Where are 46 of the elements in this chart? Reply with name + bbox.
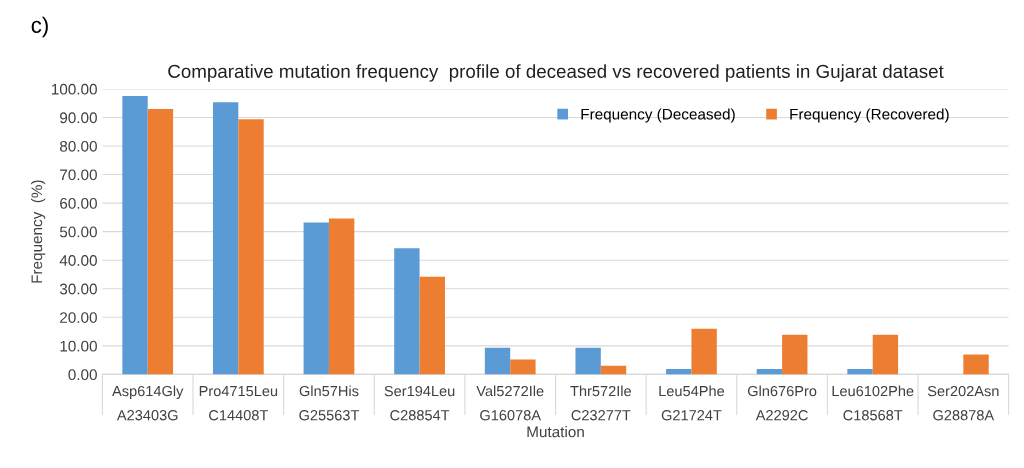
bar <box>122 96 148 375</box>
x-tick-label: Ser194Leu C28854T <box>384 385 455 421</box>
y-tick-label: 90.00 <box>60 112 97 124</box>
y-tick-label: 80.00 <box>59 140 97 152</box>
legend-label: Frequency (Deceased) <box>581 108 735 123</box>
bar <box>847 368 873 375</box>
bar <box>484 347 511 375</box>
x-tick-label: Leu54Phe G21724T <box>659 385 725 421</box>
bar <box>666 368 692 375</box>
bar <box>691 328 717 375</box>
y-tick-label: 70.00 <box>60 169 97 181</box>
x-tick-label: Ser202Asn G28878A <box>927 385 999 421</box>
bar <box>303 222 329 375</box>
legend-label: Frequency (Recovered) <box>790 108 949 123</box>
bar <box>782 334 808 375</box>
bar <box>419 276 445 375</box>
bar <box>394 248 420 375</box>
y-axis-title: Frequency (%) <box>31 180 46 283</box>
y-tick-label: 50.00 <box>59 226 97 238</box>
y-tick-label: 30.00 <box>59 283 97 295</box>
x-axis-title: Mutation <box>527 426 584 438</box>
y-tick-label: 10.00 <box>60 340 97 352</box>
bar <box>510 359 536 375</box>
y-tick-label: 40.00 <box>59 255 97 266</box>
x-tick-label: Gln676Pro A2292C <box>747 385 817 421</box>
y-tick-label: 0.00 <box>68 369 97 381</box>
bar <box>238 119 264 375</box>
y-tick-label: 60.00 <box>60 197 97 209</box>
bar <box>147 108 174 375</box>
chart-title: Comparative mutation frequency profile of deceased vs recovered patients in Gujarat dataset <box>168 64 944 82</box>
bar <box>756 368 783 375</box>
x-tick-label: Pro4715Leu C14408T <box>199 386 278 421</box>
x-tick-label: Asp614Gly A23403G <box>112 385 184 421</box>
x-tick-label: Gln57His G25563T <box>299 385 360 421</box>
bar <box>328 218 355 375</box>
bar <box>963 354 989 375</box>
bar <box>212 102 239 375</box>
text: c) <box>31 16 48 38</box>
bar <box>575 347 601 375</box>
y-tick-label: 20.00 <box>60 312 97 323</box>
x-tick-label: Leu6102Phe C18568T <box>832 385 914 421</box>
x-tick-label: Val5272Ile G16078A <box>476 385 544 421</box>
bar <box>872 334 899 375</box>
x-tick-label: Thr572Ile C23277T <box>570 385 631 421</box>
y-tick-label: 100.00 <box>51 83 97 95</box>
bar <box>600 365 627 375</box>
